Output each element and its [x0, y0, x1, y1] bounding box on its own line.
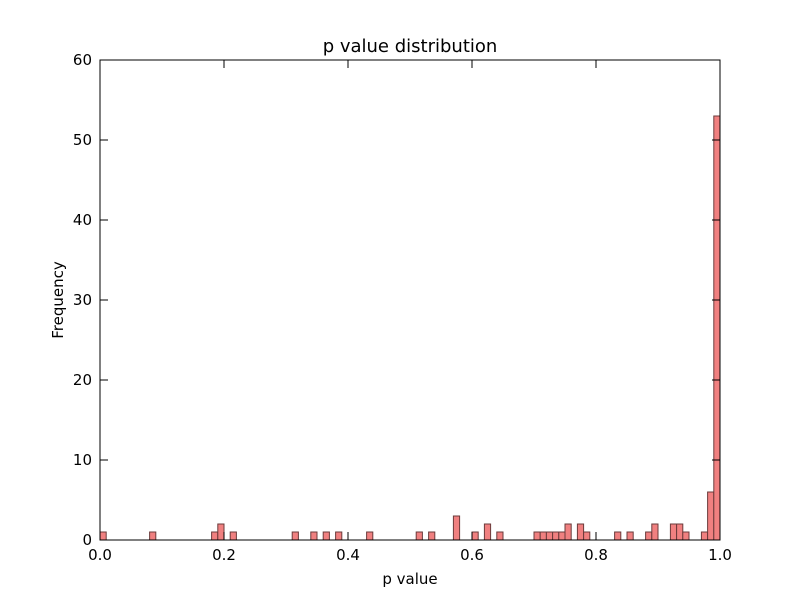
x-tick-label: 0.0: [88, 546, 112, 564]
x-tick-label: 0.8: [584, 546, 608, 564]
histogram-bar: [471, 531, 479, 541]
histogram-bar: [452, 515, 461, 541]
histogram-bar: [669, 523, 678, 541]
plot-frame: [99, 59, 721, 541]
histogram-bar: [217, 523, 225, 541]
axis-ticks: 0.0 0.2 0.4 0.6 0.8 1.0 0 10 20 30 40 50 60: [73, 51, 732, 564]
histogram-bar: [428, 531, 436, 541]
histogram-bar: [99, 531, 107, 541]
histogram-bar: [583, 531, 591, 541]
histogram-bar: [322, 531, 330, 541]
histogram-bar: [676, 523, 684, 541]
chart-title: p value distribution: [323, 36, 498, 57]
histogram-bar: [366, 531, 374, 541]
histogram-bar: [552, 531, 560, 541]
histogram-bar: [576, 523, 585, 541]
histogram-bar: [310, 531, 318, 541]
histogram-bar: [614, 531, 622, 541]
histogram-bar: [149, 531, 157, 541]
histogram-bar: [545, 531, 554, 541]
histogram-bar: [335, 531, 343, 541]
histogram-bar: [558, 531, 566, 541]
histogram-bar: [415, 531, 423, 541]
x-axis-label: p value: [382, 570, 437, 588]
y-tick-label: 20: [73, 371, 92, 389]
x-tick-label: 0.2: [212, 546, 236, 564]
histogram-bar: [496, 531, 504, 541]
histogram-bar: [713, 115, 721, 541]
histogram-bar: [229, 531, 237, 541]
x-tick-label: 0.4: [336, 546, 360, 564]
histogram-bar: [291, 531, 299, 541]
histogram-bar: [707, 491, 715, 541]
y-tick-label: 50: [73, 131, 92, 149]
histogram-bar: [645, 531, 653, 541]
histogram-bar: [651, 523, 659, 541]
y-tick-label: 40: [73, 211, 92, 229]
histogram-bar: [626, 531, 634, 541]
y-tick-label: 30: [73, 291, 92, 309]
histogram-bar: [682, 531, 690, 541]
x-tick-label: 0.6: [460, 546, 484, 564]
histogram-bar: [700, 531, 709, 541]
x-tick-label: 1.0: [708, 546, 732, 564]
histogram-bar: [564, 523, 572, 541]
histogram-bar: [533, 531, 541, 541]
histogram-bar: [211, 531, 219, 541]
histogram-bar: [483, 523, 492, 541]
y-axis-label: Frequency: [49, 261, 67, 339]
histogram-bars: [99, 115, 721, 541]
y-tick-label: 10: [73, 451, 92, 469]
y-tick-label: 60: [73, 51, 92, 69]
y-tick-label: 0: [82, 531, 92, 549]
histogram-bar: [539, 531, 547, 541]
